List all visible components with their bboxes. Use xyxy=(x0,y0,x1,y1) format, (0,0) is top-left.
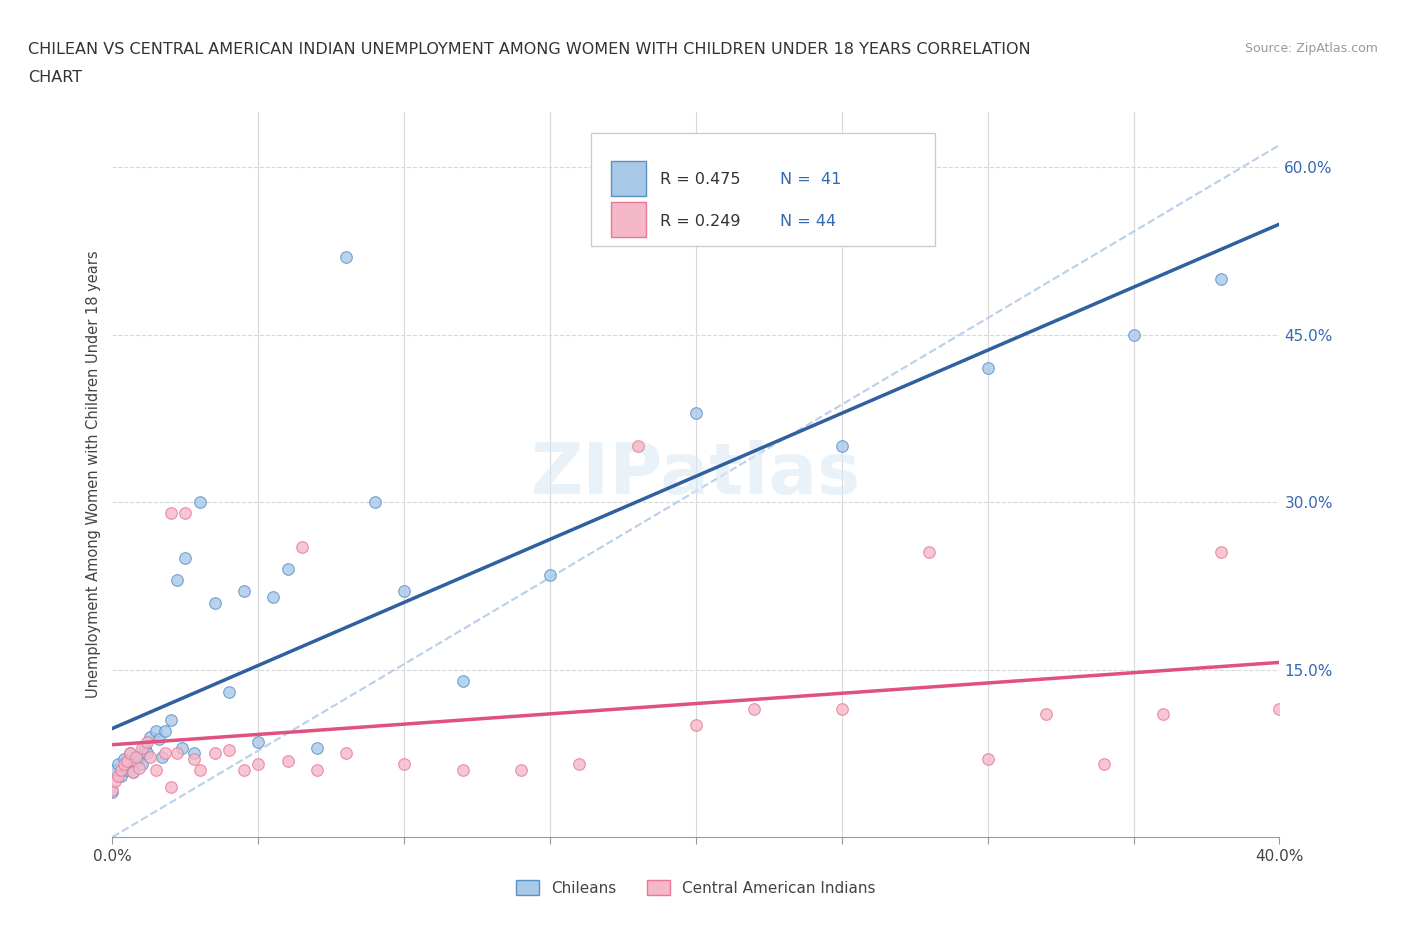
Point xyxy=(276,562,298,577)
Point xyxy=(160,779,183,794)
Point xyxy=(918,545,941,560)
Point xyxy=(136,735,159,750)
Text: Source: ZipAtlas.com: Source: ZipAtlas.com xyxy=(1244,42,1378,55)
Point xyxy=(174,506,197,521)
Point xyxy=(150,750,173,764)
Point xyxy=(685,718,707,733)
Point xyxy=(166,746,188,761)
Point xyxy=(1094,757,1116,772)
Point xyxy=(218,742,240,757)
Point xyxy=(101,785,124,800)
Point xyxy=(104,763,127,777)
Point xyxy=(125,750,148,764)
Point xyxy=(451,673,474,688)
Point xyxy=(153,724,176,738)
Point xyxy=(742,701,765,716)
Point xyxy=(335,249,357,264)
Text: N = 44: N = 44 xyxy=(780,214,837,229)
Point xyxy=(118,746,141,761)
Text: CHILEAN VS CENTRAL AMERICAN INDIAN UNEMPLOYMENT AMONG WOMEN WITH CHILDREN UNDER : CHILEAN VS CENTRAL AMERICAN INDIAN UNEMP… xyxy=(28,42,1031,57)
Point xyxy=(148,731,170,746)
Point xyxy=(128,750,150,764)
Point xyxy=(232,584,254,599)
Point xyxy=(976,361,998,376)
Point xyxy=(107,768,129,783)
Text: ZIPatlas: ZIPatlas xyxy=(531,440,860,509)
Point xyxy=(568,757,591,772)
Point xyxy=(394,757,416,772)
Point xyxy=(115,763,138,777)
Point xyxy=(394,584,416,599)
Point xyxy=(188,495,211,510)
Point xyxy=(262,590,284,604)
Point xyxy=(110,763,132,777)
Point xyxy=(172,740,194,755)
Point xyxy=(232,763,254,777)
Point xyxy=(183,746,205,761)
Point xyxy=(276,753,298,768)
Point xyxy=(831,701,853,716)
Point xyxy=(1152,707,1174,722)
Point xyxy=(305,763,328,777)
Point xyxy=(131,757,153,772)
Text: R = 0.475: R = 0.475 xyxy=(659,172,741,187)
Point xyxy=(1209,272,1232,286)
Point xyxy=(115,753,138,768)
Point xyxy=(166,573,188,588)
Point xyxy=(153,746,176,761)
Point xyxy=(1122,327,1144,342)
FancyBboxPatch shape xyxy=(591,133,935,246)
Point xyxy=(107,757,129,772)
Point xyxy=(110,768,132,783)
Point xyxy=(122,764,145,779)
Y-axis label: Unemployment Among Women with Children Under 18 years: Unemployment Among Women with Children U… xyxy=(86,250,101,698)
Point xyxy=(118,746,141,761)
Point xyxy=(627,439,650,454)
Point xyxy=(134,740,156,755)
Point xyxy=(335,746,357,761)
Point xyxy=(145,763,167,777)
Point xyxy=(1209,545,1232,560)
Point xyxy=(188,763,211,777)
Text: R = 0.249: R = 0.249 xyxy=(659,214,741,229)
Point xyxy=(136,746,159,761)
Point xyxy=(509,763,531,777)
Point xyxy=(218,684,240,699)
Point xyxy=(139,750,162,764)
Point xyxy=(145,724,167,738)
Point xyxy=(204,746,226,761)
Point xyxy=(128,761,150,776)
Point xyxy=(101,783,124,798)
Point xyxy=(247,735,270,750)
Bar xyxy=(610,161,645,195)
Point xyxy=(104,774,127,789)
Point xyxy=(112,751,135,766)
Bar xyxy=(610,203,645,237)
Point xyxy=(204,595,226,610)
Legend: Chileans, Central American Indians: Chileans, Central American Indians xyxy=(510,873,882,902)
Point xyxy=(131,740,153,755)
Point xyxy=(160,506,183,521)
Point xyxy=(451,763,474,777)
Point xyxy=(1268,701,1291,716)
Point xyxy=(364,495,387,510)
Text: CHART: CHART xyxy=(28,70,82,85)
Point xyxy=(183,751,205,766)
Point xyxy=(291,539,314,554)
Point xyxy=(538,567,561,582)
Point xyxy=(976,751,998,766)
Text: N =  41: N = 41 xyxy=(780,172,841,187)
Point xyxy=(831,439,853,454)
Point xyxy=(160,712,183,727)
Point xyxy=(112,757,135,772)
Point xyxy=(685,405,707,420)
Point xyxy=(122,764,145,779)
Point xyxy=(139,729,162,744)
Point xyxy=(247,757,270,772)
Point xyxy=(125,753,148,768)
Point xyxy=(1035,707,1057,722)
Point xyxy=(305,740,328,755)
Point xyxy=(174,551,197,565)
